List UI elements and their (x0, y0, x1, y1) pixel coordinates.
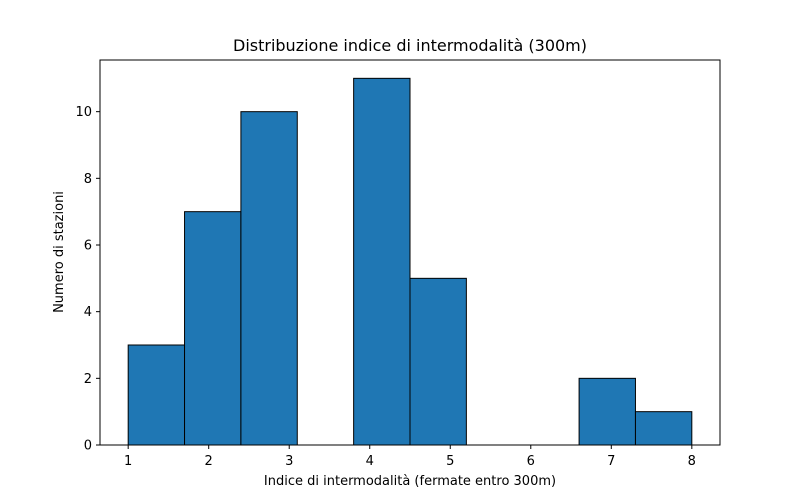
x-tick-label: 5 (446, 454, 454, 469)
x-tick-label: 6 (527, 454, 535, 469)
histogram-bar-5 (409, 277, 467, 446)
y-tick-label: 10 (75, 105, 92, 120)
bars-group (127, 77, 693, 446)
histogram-bar-9 (634, 411, 693, 446)
x-tick-label: 1 (124, 454, 132, 469)
x-tick-label: 7 (607, 454, 615, 469)
plot-frame (99, 59, 721, 446)
y-tick-label: 6 (84, 239, 92, 254)
histogram-bar-0 (127, 344, 186, 446)
histogram-bar-8 (578, 377, 636, 446)
chart-title: Distribuzione indice di intermodalità (3… (233, 36, 587, 55)
y-axis-label: Numero di stazioni (52, 191, 67, 313)
y-tick-label: 4 (84, 305, 92, 320)
x-axis-label: Indice di intermodalità (fermate entro 3… (264, 474, 556, 489)
histogram-bar-1 (184, 211, 242, 446)
x-tick-label: 4 (366, 454, 374, 469)
histogram-bar-4 (353, 77, 411, 446)
x-tick-label: 2 (205, 454, 213, 469)
x-tick-label: 3 (285, 454, 293, 469)
histogram-bar-2 (240, 111, 298, 446)
x-axis: 1 2 3 4 5 6 7 8 (124, 445, 696, 469)
y-tick-label: 0 (84, 439, 92, 454)
y-tick-label: 2 (84, 372, 92, 387)
x-tick-label: 8 (688, 454, 696, 469)
y-axis: 0 2 4 6 8 10 (75, 105, 100, 454)
y-tick-label: 8 (84, 172, 92, 187)
